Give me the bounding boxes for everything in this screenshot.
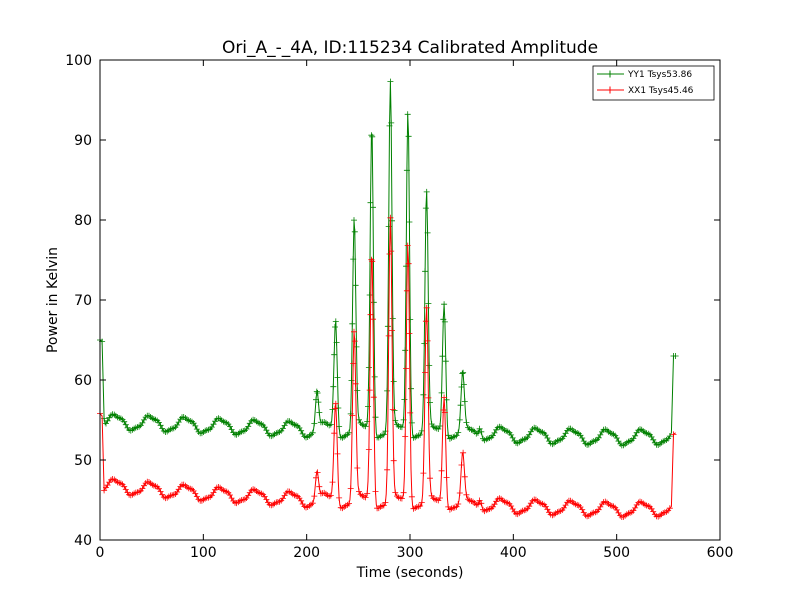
x-tick-label: 200 (293, 545, 320, 561)
y-tick-label: 60 (74, 373, 92, 389)
y-tick-label: 80 (74, 213, 92, 229)
y-tick-label: 40 (74, 533, 92, 549)
y-tick-label: 100 (65, 53, 92, 69)
x-tick-label: 600 (707, 545, 734, 561)
x-tick-label: 100 (190, 545, 217, 561)
legend-label: YY1 Tsys53.86 (627, 70, 692, 80)
x-tick-label: 500 (603, 545, 630, 561)
x-tick-label: 300 (397, 545, 424, 561)
y-tick-label: 50 (74, 453, 92, 469)
x-tick-label: 0 (96, 545, 105, 561)
x-tick-label: 400 (500, 545, 527, 561)
y-tick-label: 70 (74, 293, 92, 309)
legend-marker (606, 70, 614, 78)
y-tick-label: 90 (74, 133, 92, 149)
legend-label: XX1 Tsys45.46 (628, 86, 694, 96)
legend-box (592, 65, 715, 101)
legend-marker (606, 86, 614, 94)
series-layer (97, 78, 679, 520)
chart-title: Ori_A_-_4A, ID:115234 Calibrated Amplitu… (222, 38, 598, 58)
series-xx1 (97, 214, 677, 520)
x-axis-label: Time (seconds) (356, 565, 464, 581)
legend: YY1 Tsys53.86 XX1 Tsys45.46 (592, 65, 715, 101)
y-axis-label: Power in Kelvin (45, 247, 61, 353)
ticks-layer: 0 100 200 300 400 500 600 40 50 60 70 80 90 100 (65, 53, 733, 561)
